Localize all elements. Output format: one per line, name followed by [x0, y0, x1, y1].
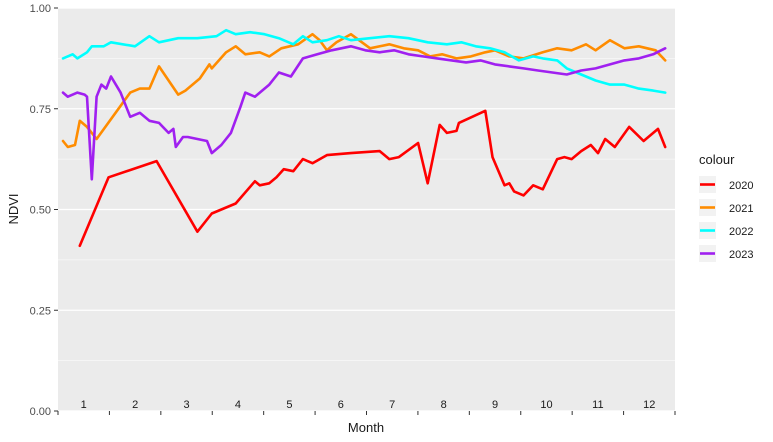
- x-tick-label: 6: [338, 399, 344, 411]
- y-tick-label: 0.25: [30, 305, 51, 317]
- series-line-2020: [78, 109, 667, 248]
- y-tick-label: 0.75: [30, 104, 51, 116]
- legend: colour 2020 2021 2022 2023: [699, 152, 753, 262]
- x-axis: 1 2 3 4 5 6 7 8 9 10 11 12: [57, 399, 676, 415]
- x-tick-label: 11: [592, 399, 603, 411]
- x-tick-label: 10: [540, 399, 552, 411]
- x-tick-label: 1: [81, 399, 87, 411]
- legend-title: colour: [699, 152, 735, 167]
- legend-label: 2023: [729, 249, 753, 261]
- y-tick-label: 0.50: [30, 205, 51, 217]
- y-axis-title: NDVI: [6, 193, 21, 224]
- series-line-2022: [61, 28, 667, 94]
- x-tick-label: 7: [389, 399, 395, 411]
- y-axis: 0.00 0.25 0.50 0.75 1.00: [30, 3, 58, 418]
- series-lines: [61, 28, 667, 248]
- x-axis-title: Month: [348, 420, 384, 435]
- x-tick-label: 9: [492, 399, 498, 411]
- grid-major: [58, 7, 675, 412]
- x-tick-label: 4: [235, 399, 241, 411]
- x-tick-label: 2: [132, 399, 138, 411]
- y-tick-label: 0.00: [30, 406, 51, 418]
- x-tick-label: 8: [441, 399, 447, 411]
- x-tick-label: 12: [643, 399, 655, 411]
- x-tick-label: 3: [183, 399, 189, 411]
- x-tick-label: 5: [286, 399, 292, 411]
- y-tick-label: 1.00: [30, 3, 51, 15]
- series-line-2023: [61, 45, 667, 181]
- legend-label: 2021: [729, 203, 753, 215]
- legend-label: 2022: [729, 226, 753, 238]
- legend-label: 2020: [729, 180, 753, 192]
